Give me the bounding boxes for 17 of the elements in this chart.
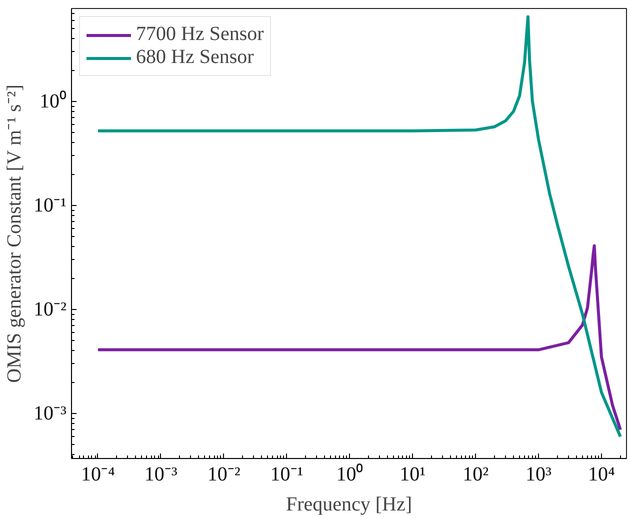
- x-tick-label: 10³: [526, 464, 552, 486]
- y-tick-label: 10⁻³: [34, 402, 67, 425]
- x-tick-label: 10⁻⁴: [80, 464, 115, 486]
- legend-label: 7700 Hz Sensor: [136, 23, 264, 46]
- x-axis-title: Frequency [Hz]: [286, 494, 412, 516]
- y-tick-label: 10⁻²: [34, 298, 67, 320]
- x-tick-label: 10⁻²: [207, 464, 240, 486]
- y-tick-label: 10⁻¹: [34, 194, 67, 216]
- y-axis-title: OMIS generator Constant [V m⁻¹ s⁻²]: [4, 84, 26, 383]
- y-tick-label: 10⁰: [40, 89, 66, 112]
- x-tick-label: 10¹: [400, 464, 426, 486]
- x-tick-label: 10⁻¹: [270, 464, 304, 486]
- legend-label: 680 Hz Sensor: [136, 46, 254, 69]
- x-tick-label: 10⁰: [336, 462, 364, 486]
- x-tick-label: 10²: [462, 464, 489, 486]
- x-tick-label: 10⁴: [588, 464, 615, 486]
- x-tick-label: 10⁻³: [144, 464, 178, 486]
